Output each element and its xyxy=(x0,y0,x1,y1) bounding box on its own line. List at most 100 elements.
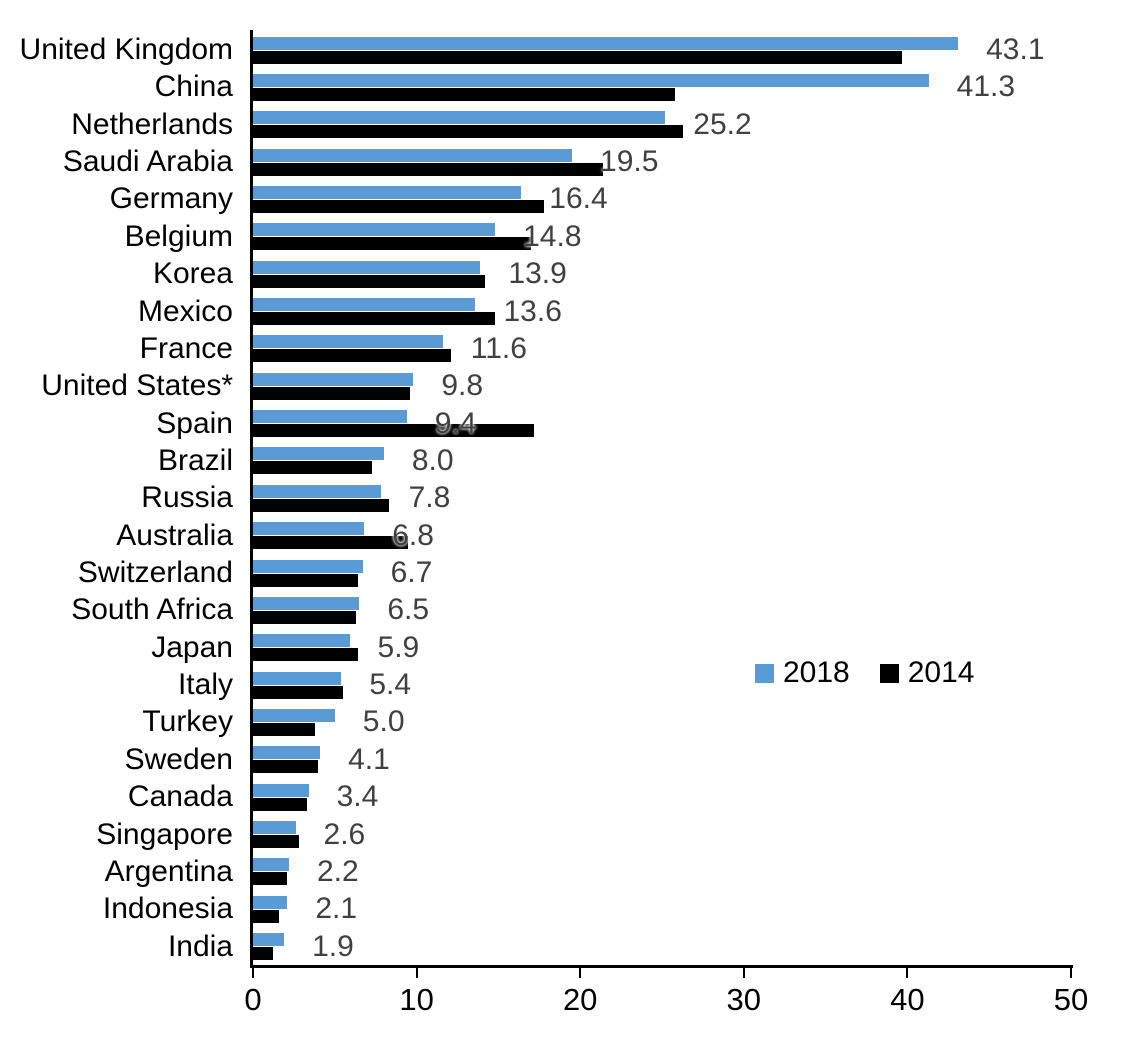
bar-2018 xyxy=(253,933,285,947)
x-tick-label: 30 xyxy=(726,982,762,1017)
bar-2018 xyxy=(253,335,443,349)
value-label: 6.5 xyxy=(387,593,430,627)
value-label: 2.2 xyxy=(316,854,359,888)
value-label: 8.0 xyxy=(411,443,454,477)
legend-label-2018: 2018 xyxy=(783,656,850,689)
bar-2018 xyxy=(253,447,384,461)
value-label: 25.2 xyxy=(693,107,752,141)
legend-entry-2014: 2014 xyxy=(879,656,975,690)
category-label: Russia xyxy=(141,481,233,515)
value-label: 19.5 xyxy=(600,145,659,179)
category-label: Sweden xyxy=(124,742,233,776)
value-label: 13.6 xyxy=(503,294,562,328)
bar-2018 xyxy=(253,858,289,872)
x-tick-label: 40 xyxy=(890,982,925,1017)
value-label: 5.0 xyxy=(362,705,405,739)
x-tick-mark xyxy=(415,968,418,978)
value-label: 5.4 xyxy=(369,668,412,702)
bar-2018 xyxy=(253,372,414,386)
bar-2018 xyxy=(253,185,522,199)
x-tick-mark xyxy=(906,968,909,978)
category-label: Switzerland xyxy=(77,556,233,590)
bar-2018 xyxy=(253,223,496,237)
bar-2014 xyxy=(253,909,280,923)
value-label: 3.4 xyxy=(336,780,379,814)
bar-2014 xyxy=(253,610,357,624)
bar-2018 xyxy=(253,298,476,312)
bar-2014 xyxy=(253,386,411,400)
value-label: 6.7 xyxy=(390,556,433,590)
bar-2014 xyxy=(253,461,373,475)
bar-2014 xyxy=(253,536,409,550)
bar-2018 xyxy=(253,671,342,685)
category-label: India xyxy=(167,929,233,963)
bar-2014 xyxy=(253,125,684,139)
category-label: Turkey xyxy=(142,705,233,739)
bar-2014 xyxy=(253,87,676,101)
category-label: South Africa xyxy=(71,593,233,627)
bar-2014 xyxy=(253,573,358,587)
category-label: Netherlands xyxy=(71,107,233,141)
bar-2018 xyxy=(253,111,666,125)
bar-2014 xyxy=(253,760,319,774)
value-label: 6.8 xyxy=(392,518,434,552)
bar-2018 xyxy=(253,148,573,162)
bar-2014 xyxy=(253,50,903,64)
category-label: Mexico xyxy=(137,294,233,328)
category-label: Australia xyxy=(116,518,233,552)
value-label: 5.9 xyxy=(377,630,420,664)
bar-2018 xyxy=(253,746,321,760)
x-tick-label: 0 xyxy=(244,982,262,1017)
value-label: 4.1 xyxy=(348,742,390,776)
x-tick-label: 10 xyxy=(399,982,434,1017)
x-axis-line xyxy=(250,965,1073,968)
y-axis-line xyxy=(250,30,253,968)
value-label: 13.9 xyxy=(508,257,567,291)
bar-2014 xyxy=(253,872,288,886)
legend: 2018 2014 xyxy=(755,656,975,690)
bar-2014 xyxy=(253,648,358,662)
category-label: Singapore xyxy=(96,817,233,851)
bar-2014 xyxy=(253,237,532,251)
value-label: 9.4 xyxy=(434,406,477,440)
x-tick-mark xyxy=(1070,968,1072,978)
bar-2014 xyxy=(253,835,299,849)
category-label: Spain xyxy=(156,406,233,440)
bar-2018 xyxy=(253,484,381,498)
x-tick-mark xyxy=(579,968,582,978)
bar-2018 xyxy=(253,522,365,536)
category-label: United Kingdom xyxy=(19,33,233,66)
bar-2014 xyxy=(253,498,389,512)
category-label: Indonesia xyxy=(102,892,233,926)
bar-2014 xyxy=(253,685,343,699)
category-label: Canada xyxy=(127,780,233,814)
bar-2018 xyxy=(253,708,335,722)
category-label: Korea xyxy=(152,257,233,291)
bar-2018 xyxy=(253,559,363,573)
x-tick-label: 50 xyxy=(1053,982,1089,1017)
bar-2014 xyxy=(253,947,273,961)
bar-2018 xyxy=(253,36,959,50)
bar-2018 xyxy=(253,410,407,424)
bar-2014 xyxy=(253,722,316,736)
legend-entry-2018: 2018 xyxy=(755,656,850,690)
bar-2014 xyxy=(253,312,496,326)
bar-2014 xyxy=(253,349,451,363)
value-label: 7.8 xyxy=(408,481,451,515)
x-tick-mark xyxy=(252,968,254,978)
value-label: 1.9 xyxy=(312,929,354,963)
category-label: Germany xyxy=(109,182,233,216)
category-label: China xyxy=(154,70,233,104)
category-label: France xyxy=(139,331,233,365)
value-label: 2.6 xyxy=(323,817,366,851)
value-label: 43.1 xyxy=(986,33,1045,66)
category-label: Italy xyxy=(177,668,233,702)
value-label: 41.3 xyxy=(956,70,1016,104)
bar-2018 xyxy=(253,634,350,648)
category-label: United States* xyxy=(41,369,233,403)
value-label: 11.6 xyxy=(470,331,527,365)
legend-label-2014: 2014 xyxy=(907,656,975,689)
bar-2018 xyxy=(253,260,481,274)
value-label: 9.8 xyxy=(441,369,484,403)
bar-2018 xyxy=(253,73,929,87)
